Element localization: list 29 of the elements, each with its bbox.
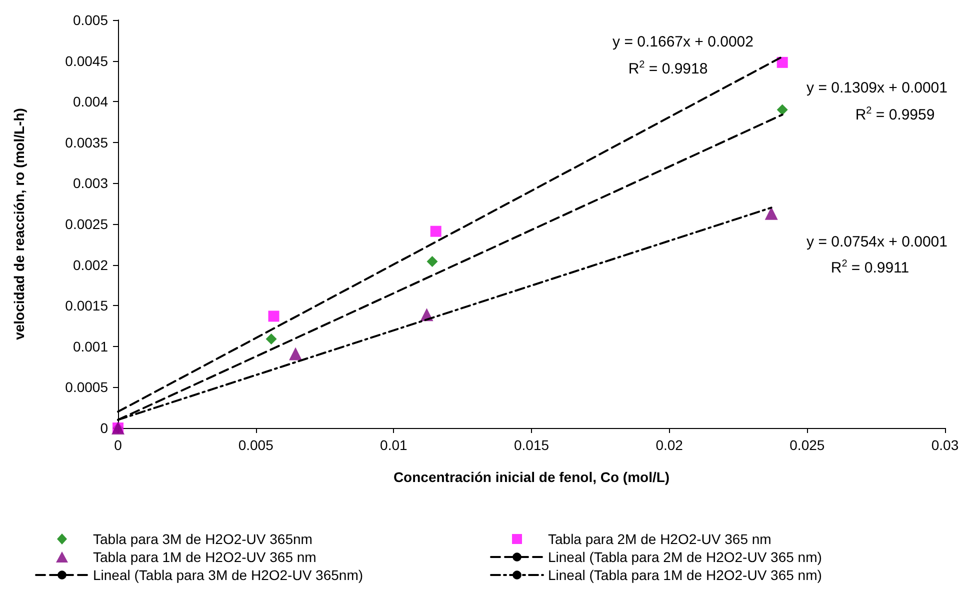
y-tick-label: 0.0015 bbox=[65, 298, 108, 314]
x-tick-label: 0.01 bbox=[380, 437, 408, 453]
y-tick-label: 0.0045 bbox=[65, 52, 108, 69]
legend-label: Tabla para 3M de H2O2-UV 365nm bbox=[93, 531, 312, 547]
legend-label: Tabla para 1M de H2O2-UV 365 nm bbox=[93, 549, 316, 565]
x-tick-label: 0.025 bbox=[790, 437, 825, 453]
x-tick-label: 0.02 bbox=[656, 437, 684, 453]
y-tick-label: 0.004 bbox=[72, 94, 108, 110]
x-tick-label: 0.005 bbox=[238, 437, 274, 453]
legend-label: Lineal (Tabla para 2M de H2O2-UV 365 nm) bbox=[548, 549, 822, 565]
y-tick-label: 0.0005 bbox=[65, 379, 108, 396]
y-tick-label: 0.0035 bbox=[65, 134, 108, 150]
annotation: y = 0.1309x + 0.0001 bbox=[806, 80, 948, 96]
y-tick-label: 0.001 bbox=[72, 338, 108, 354]
x-axis-title: Concentración inicial de fenol, Co (mol/L) bbox=[393, 469, 670, 485]
legend-label: Lineal (Tabla para 3M de H2O2-UV 365nm) bbox=[93, 567, 364, 583]
y-tick-label: 0.002 bbox=[72, 256, 108, 273]
legend-label: Lineal (Tabla para 1M de H2O2-UV 365 nm) bbox=[548, 567, 822, 583]
x-tick-label: 0.03 bbox=[931, 437, 959, 453]
annotation: y = 0.1667x + 0.0002 bbox=[612, 34, 754, 50]
y-tick-label: 0.003 bbox=[72, 175, 108, 192]
x-tick-label: 0 bbox=[114, 437, 122, 453]
y-tick-label: 0.005 bbox=[72, 12, 108, 28]
y-tick-label: 0 bbox=[100, 420, 108, 436]
annotation: y = 0.0754x + 0.0001 bbox=[806, 234, 948, 250]
y-axis-title: velocidad de reacción, ro (mol/L-h) bbox=[11, 108, 27, 340]
y-tick-label: 0.0025 bbox=[65, 216, 108, 232]
x-tick-label: 0.015 bbox=[514, 437, 550, 453]
legend-label: Tabla para 2M de H2O2-UV 365 nm bbox=[548, 531, 772, 547]
